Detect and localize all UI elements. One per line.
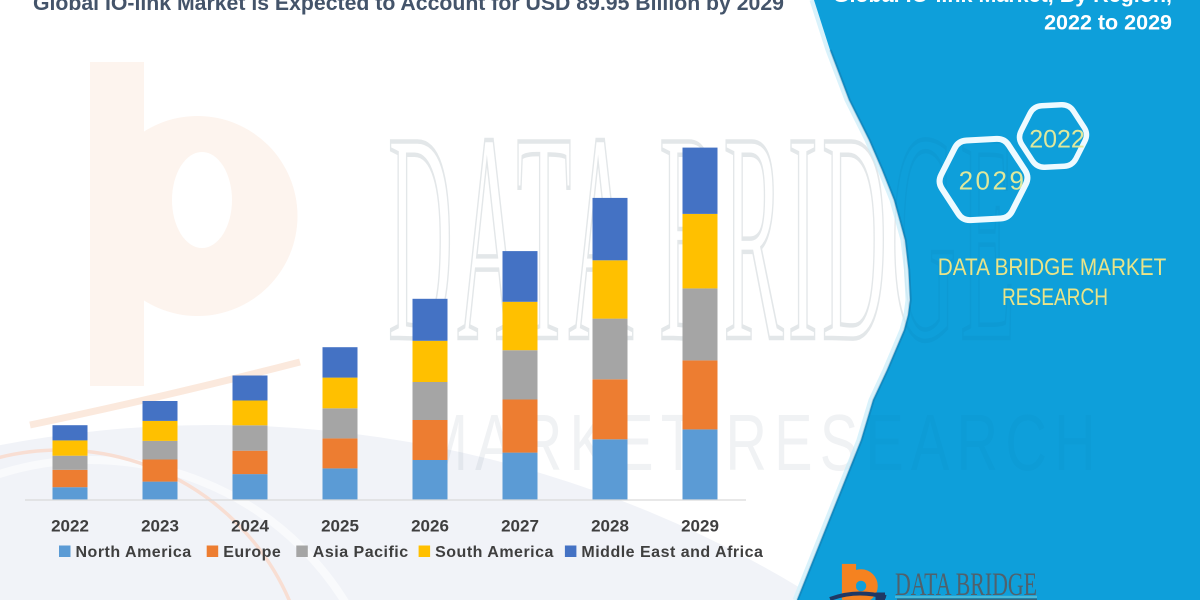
- svg-text:2029: 2029: [681, 517, 719, 536]
- svg-text:South America: South America: [435, 544, 554, 561]
- svg-text:Asia Pacific: Asia Pacific: [313, 544, 409, 561]
- svg-text:2026: 2026: [411, 517, 449, 536]
- svg-text:2022: 2022: [51, 517, 89, 536]
- svg-text:2022: 2022: [1029, 126, 1085, 154]
- svg-text:RESEARCH: RESEARCH: [1002, 284, 1108, 311]
- svg-text:2029: 2029: [959, 166, 1027, 196]
- svg-text:Europe: Europe: [223, 544, 281, 561]
- svg-text:Global IO-link Market is Expec: Global IO-link Market is Expected to Acc…: [33, 0, 784, 15]
- svg-text:2024: 2024: [231, 517, 269, 536]
- svg-text:2027: 2027: [501, 517, 539, 536]
- svg-text:2028: 2028: [591, 517, 629, 536]
- svg-text:Middle East and Africa: Middle East and Africa: [581, 544, 763, 561]
- svg-text:North America: North America: [76, 544, 192, 561]
- svg-text:2023: 2023: [141, 517, 179, 536]
- svg-text:2022 to 2029: 2022 to 2029: [1044, 11, 1172, 35]
- svg-text:DATA BRIDGE MARKET: DATA BRIDGE MARKET: [938, 254, 1167, 281]
- svg-text:2025: 2025: [321, 517, 359, 536]
- svg-text:Global IO-link Market, By Regi: Global IO-link Market, By Region,: [833, 0, 1172, 7]
- svg-text:DATA BRIDGE: DATA BRIDGE: [895, 567, 1037, 600]
